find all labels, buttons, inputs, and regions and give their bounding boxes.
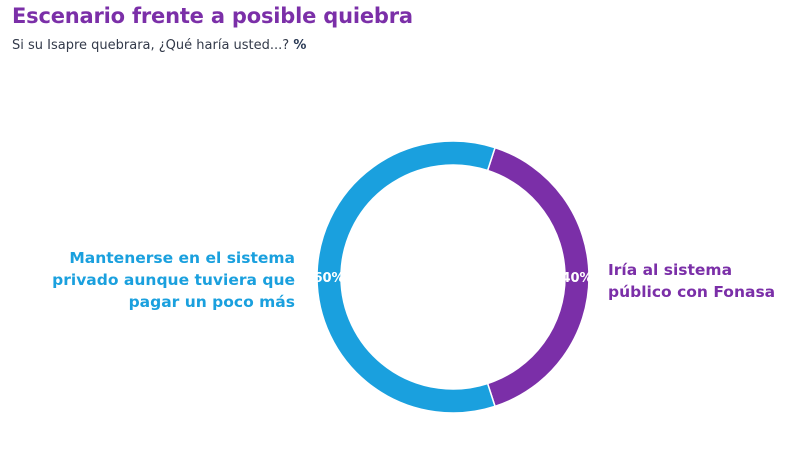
chart-title: Escenario frente a posible quiebra <box>12 4 413 28</box>
subtitle-question: Si su Isapre quebrara, ¿Qué haría usted.… <box>12 38 290 53</box>
slice-fonasa-value-label: 40% <box>561 271 592 286</box>
subtitle-unit: % <box>293 38 307 53</box>
donut-slices <box>316 140 590 414</box>
slice-privado-value-label: 60% <box>313 271 344 286</box>
slice-privado <box>316 140 496 414</box>
slice-label-privado: Mantenerse en el sistema privado aunque … <box>52 249 295 311</box>
donut-value-labels: 40% 60% <box>313 271 592 286</box>
chart-subtitle: Si su Isapre quebrara, ¿Qué haría usted.… <box>12 38 306 53</box>
slice-label-fonasa: Iría al sistema público con Fonasa <box>608 261 776 301</box>
